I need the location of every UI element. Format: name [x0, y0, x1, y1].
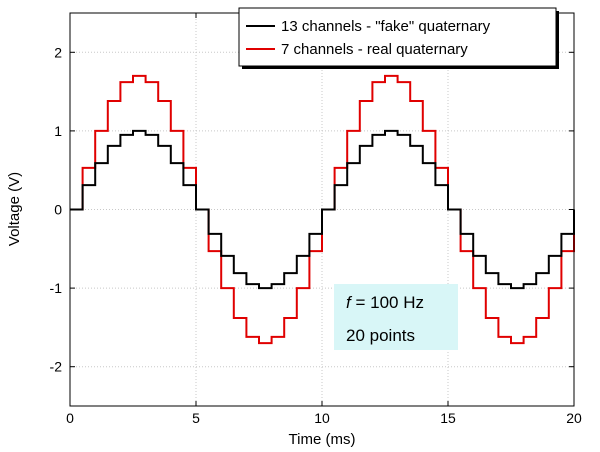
- annotation-background: [334, 284, 458, 350]
- y-tick-label: -1: [50, 280, 63, 296]
- y-tick-label: 0: [54, 202, 62, 218]
- frequency-label: f = 100 Hz: [346, 293, 424, 312]
- series-layer: [70, 74, 575, 345]
- x-tick-label: 10: [314, 410, 330, 426]
- legend-label-7-channels: 7 channels - real quaternary: [281, 41, 468, 58]
- y-axis-label: Voltage (V): [6, 172, 23, 246]
- x-tick-label: 5: [192, 410, 200, 426]
- legend-shadow-bottom: [242, 66, 559, 69]
- annotation-box: f = 100 Hz 20 points: [334, 284, 458, 350]
- y-tick-label: -2: [50, 359, 63, 375]
- legend-label-13-channels: 13 channels - "fake" quaternary: [281, 18, 491, 35]
- x-tick-label: 15: [440, 410, 456, 426]
- x-tick-label: 0: [66, 410, 74, 426]
- series-13-channels-line: [70, 129, 575, 290]
- legend-shadow-right: [556, 11, 559, 69]
- x-axis-label: Time (ms): [289, 431, 356, 448]
- frequency-symbol: f: [346, 293, 353, 312]
- y-tick-label: 1: [54, 123, 62, 139]
- legend: 13 channels - "fake" quaternary 7 channe…: [238, 7, 559, 69]
- x-tick-label: 20: [566, 410, 582, 426]
- points-label: 20 points: [346, 326, 415, 345]
- legend-box: [238, 7, 557, 67]
- ticks: 0 5 10 15 20 -2 -1 0 1 2: [50, 13, 582, 426]
- frequency-value: = 100 Hz: [351, 293, 424, 312]
- y-tick-label: 2: [54, 44, 62, 60]
